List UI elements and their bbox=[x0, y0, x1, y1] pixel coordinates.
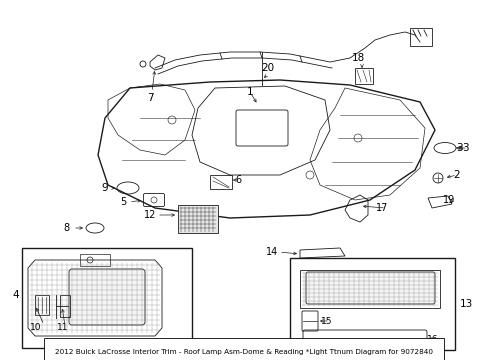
FancyBboxPatch shape bbox=[69, 269, 145, 325]
Bar bbox=[60, 295, 70, 317]
Text: 13: 13 bbox=[459, 299, 472, 309]
Text: 4: 4 bbox=[12, 290, 19, 300]
Text: 16: 16 bbox=[426, 336, 437, 345]
Text: 5: 5 bbox=[120, 197, 126, 207]
Text: 12: 12 bbox=[143, 210, 156, 220]
Bar bbox=[289, 258, 454, 350]
Bar bbox=[178, 205, 218, 233]
Text: 2012 Buick LaCrosse Interior Trim - Roof Lamp Asm-Dome & Reading *Light Ttnum Di: 2012 Buick LaCrosse Interior Trim - Roof… bbox=[55, 349, 432, 355]
Text: 3: 3 bbox=[455, 143, 462, 153]
Text: 1: 1 bbox=[246, 87, 253, 97]
Bar bbox=[80, 254, 110, 266]
Text: 20: 20 bbox=[261, 63, 274, 73]
Bar bbox=[35, 295, 49, 315]
Text: 9: 9 bbox=[101, 183, 108, 193]
Text: 19: 19 bbox=[442, 195, 454, 205]
Text: 14: 14 bbox=[265, 247, 278, 257]
Text: 17: 17 bbox=[375, 203, 387, 213]
Text: 11: 11 bbox=[57, 324, 68, 333]
Text: 10: 10 bbox=[30, 324, 41, 333]
Bar bbox=[209, 175, 231, 189]
Text: 18: 18 bbox=[351, 53, 364, 63]
Text: 15: 15 bbox=[320, 316, 331, 325]
Bar bbox=[22, 248, 192, 348]
Text: 3: 3 bbox=[461, 143, 468, 153]
Text: 7: 7 bbox=[146, 93, 153, 103]
Text: 8: 8 bbox=[64, 223, 70, 233]
Text: 6: 6 bbox=[235, 175, 242, 185]
FancyBboxPatch shape bbox=[305, 272, 434, 304]
Text: 2: 2 bbox=[452, 170, 459, 180]
